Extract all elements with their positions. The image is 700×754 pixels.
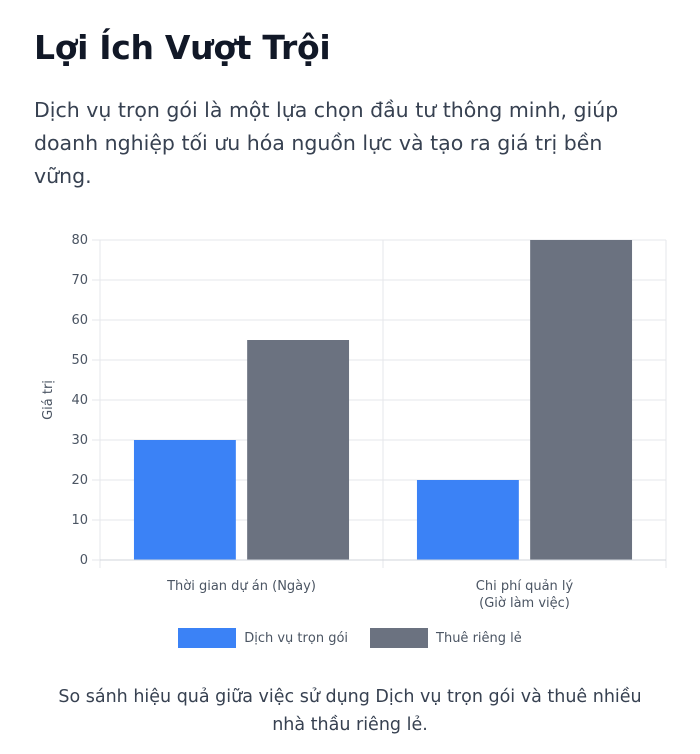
y-axis-title: Giá trị xyxy=(41,380,56,420)
y-tick-label: 20 xyxy=(71,473,88,488)
y-tick-label: 30 xyxy=(71,433,88,448)
legend-swatch xyxy=(370,628,429,648)
y-tick-label: 0 xyxy=(80,553,88,568)
legend-swatch xyxy=(178,628,237,648)
legend-item[interactable]: Thuê riêng lẻ xyxy=(370,628,522,648)
comparison-chart: 0 10 20 30 40 50 60 70 80 Giá trị Thời gian dự án … xyxy=(0,220,700,660)
chart-caption: So sánh hiệu quả giữa việc sử dụng Dịch … xyxy=(58,687,642,735)
bar-dich-vu-tron-goi xyxy=(133,440,236,560)
x-tick-label: (Giờ làm việc) xyxy=(479,596,570,611)
bar-thue-rieng-le xyxy=(530,240,633,560)
y-tick-label: 40 xyxy=(71,393,88,408)
y-tick-label: 80 xyxy=(71,233,88,248)
chart-legend: Dịch vụ trọn gói Thuê riêng lẻ xyxy=(0,628,700,648)
x-tick-label: Thời gian dự án (Ngày) xyxy=(166,579,316,594)
legend-label: Dịch vụ trọn gói xyxy=(244,630,349,646)
intro-paragraph: Dịch vụ trọn gói là một lựa chọn đầu tư … xyxy=(34,98,619,188)
y-tick-label: 10 xyxy=(71,513,88,528)
y-tick-label: 50 xyxy=(71,353,88,368)
section-heading: Lợi Ích Vượt Trội xyxy=(34,28,331,67)
bar-thue-rieng-le xyxy=(247,340,350,560)
bar-dich-vu-tron-goi xyxy=(416,480,519,560)
x-tick-label: Chi phí quản lý xyxy=(476,579,574,594)
legend-item[interactable]: Dịch vụ trọn gói xyxy=(178,628,348,648)
bar-chart-svg: 0 10 20 30 40 50 60 70 80 Giá trị Thời gian dự án … xyxy=(41,233,667,611)
legend-label: Thuê riêng lẻ xyxy=(436,630,522,646)
y-tick-label: 60 xyxy=(71,313,88,328)
y-tick-label: 70 xyxy=(71,273,88,288)
